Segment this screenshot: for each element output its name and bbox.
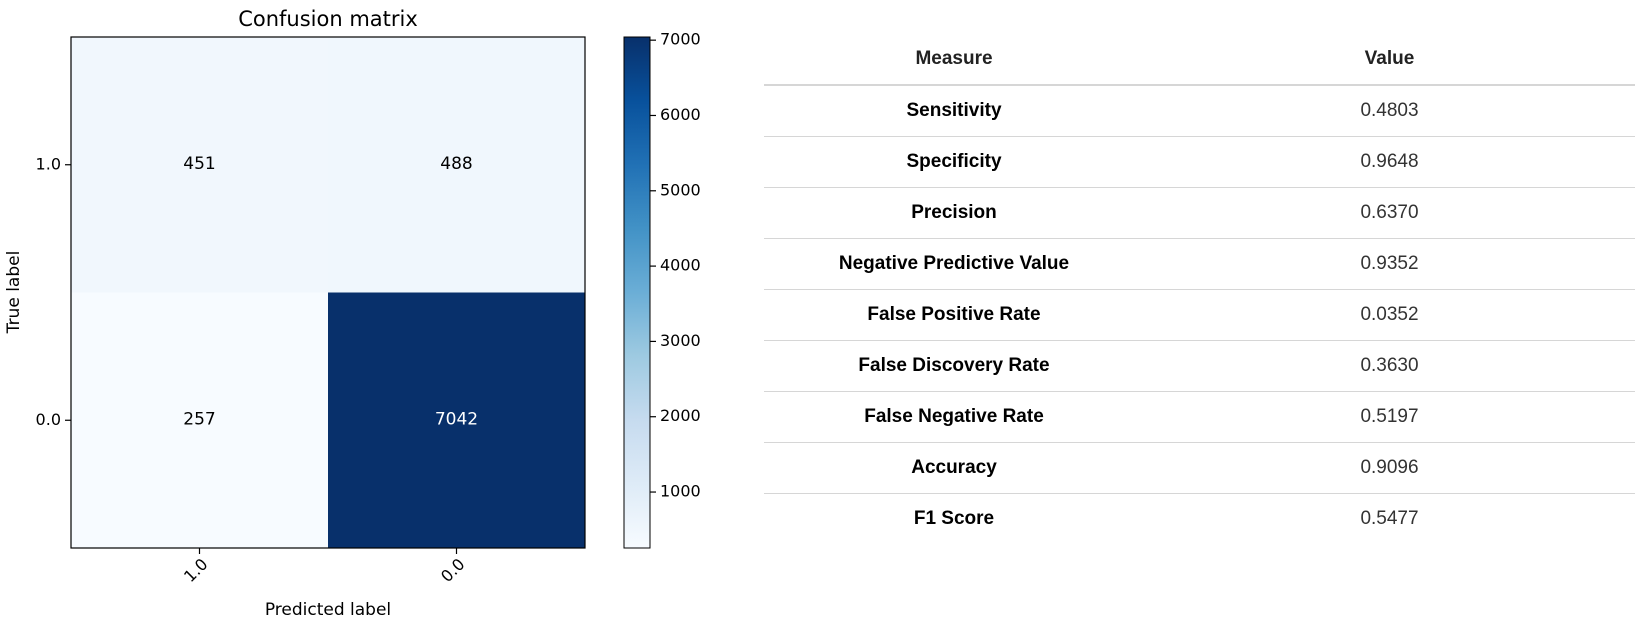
x-tick-label: 0.0 (437, 555, 468, 586)
cell-value-label: 451 (183, 154, 215, 174)
colorbar (623, 36, 651, 549)
y-tick-label: 0.0 (36, 410, 61, 429)
metrics-table-header: Measure Value (764, 34, 1635, 86)
value-cell: 0.4803 (1144, 85, 1635, 137)
confusion-matrix-chart: Confusion matrix 451 488 257 7042 1.0 0.0 1.… (4, 7, 701, 620)
colorbar-tick-label: 2000 (660, 406, 701, 425)
table-row: False Discovery Rate 0.3630 (764, 340, 1635, 392)
cell-value-label: 488 (440, 154, 472, 174)
measure-cell: Negative Predictive Value (764, 238, 1144, 290)
colorbar-tick-label: 7000 (660, 30, 701, 49)
value-cell: 0.9096 (1144, 442, 1635, 494)
value-cell: 0.6370 (1144, 187, 1635, 239)
value-cell: 0.9648 (1144, 136, 1635, 188)
x-axis-ticks: 1.0 0.0 (180, 548, 469, 586)
heatmap-cell (71, 37, 328, 293)
colorbar-tick-label: 5000 (660, 180, 701, 199)
table-row: Negative Predictive Value 0.9352 (764, 238, 1635, 290)
value-cell: 0.5477 (1360, 508, 1419, 529)
cell-value-label: 257 (183, 409, 215, 429)
colorbar-tick-label: 3000 (660, 331, 701, 350)
x-tick-label: 1.0 (180, 555, 211, 586)
value-cell: 0.0352 (1144, 289, 1635, 341)
measure-cell: F1 Score (913, 508, 995, 529)
table-row: False Positive Rate 0.0352 (764, 289, 1635, 341)
table-row: Accuracy 0.9096 (764, 442, 1635, 494)
heatmap-cell (328, 37, 585, 293)
y-axis-label: True label (4, 251, 24, 335)
colorbar-ticks: 1000 2000 3000 4000 5000 6000 7000 (650, 30, 701, 501)
header-measure: Measure (764, 34, 1144, 86)
measure-cell: False Positive Rate (764, 289, 1144, 341)
x-axis-label: Predicted label (265, 600, 391, 620)
heatmap-cells: 451 488 257 7042 (71, 37, 585, 548)
cell-value-label: 7042 (435, 409, 478, 429)
table-row: F1 Score 0.5477 (764, 494, 1635, 545)
metrics-table: Measure Value Sensitivity 0.4803 Specifi… (764, 34, 1635, 544)
measure-cell: Sensitivity (764, 85, 1144, 137)
measure-cell: Specificity (764, 136, 1144, 188)
plot-frame (70, 36, 586, 549)
heatmap-cell (328, 292, 585, 548)
header-value: Value (1144, 34, 1635, 86)
value-cell: 0.3630 (1144, 340, 1635, 392)
table-row: Precision 0.6370 (764, 187, 1635, 239)
colorbar-tick-label: 1000 (660, 482, 701, 501)
table-row: Sensitivity 0.4803 (764, 85, 1635, 137)
measure-cell: False Discovery Rate (764, 340, 1144, 392)
colorbar-tick-label: 4000 (660, 256, 701, 275)
measure-cell: Accuracy (764, 442, 1144, 494)
y-axis-ticks: 1.0 0.0 (36, 154, 71, 429)
value-cell: 0.9352 (1144, 238, 1635, 290)
table-row: Specificity 0.9648 (764, 136, 1635, 188)
y-tick-label: 1.0 (36, 154, 61, 173)
value-cell: 0.5197 (1144, 391, 1635, 443)
heatmap-cell (71, 292, 328, 548)
colorbar-tick-label: 6000 (660, 105, 701, 124)
table-row: False Negative Rate 0.5197 (764, 391, 1635, 443)
measure-cell: False Negative Rate (764, 391, 1144, 443)
chart-title: Confusion matrix (238, 7, 418, 31)
measure-cell: Precision (764, 187, 1144, 239)
